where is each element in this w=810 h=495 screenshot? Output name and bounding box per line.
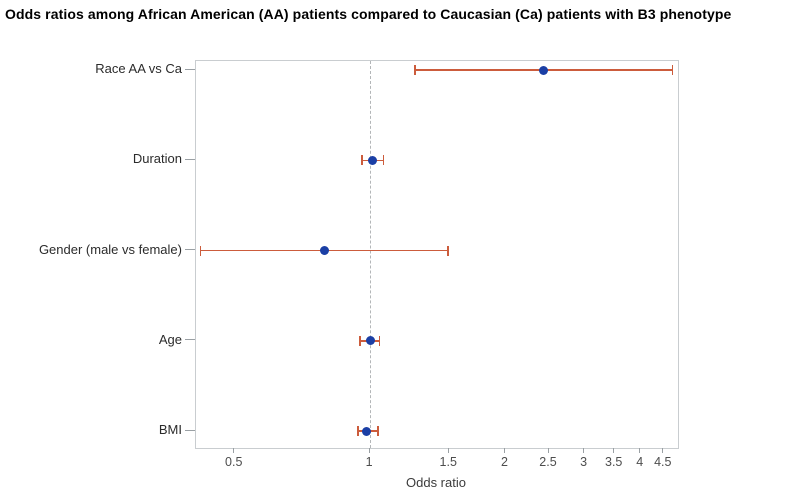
x-tick-label: 1.5 <box>439 455 457 469</box>
x-tick-label: 4.5 <box>654 455 672 469</box>
x-tick <box>503 448 505 453</box>
x-tick-label: 4 <box>636 455 644 469</box>
category-label: Duration <box>132 151 182 167</box>
ci-cap-high <box>378 335 381 346</box>
x-tick-label: 0.5 <box>225 455 243 469</box>
ci-cap-high <box>671 65 674 75</box>
y-tick <box>185 68 195 70</box>
category-label: BMI <box>158 422 182 437</box>
x-tick <box>613 448 615 453</box>
ci-cap-low <box>361 155 363 166</box>
x-tick <box>662 448 664 453</box>
y-tick <box>185 339 195 341</box>
ci-cap-high <box>447 245 449 256</box>
odds-ratio-point <box>365 336 375 346</box>
category-label: Age <box>158 331 182 347</box>
x-tick <box>447 448 449 453</box>
ci-cap-low <box>359 335 361 346</box>
odds-ratio-point <box>367 155 377 165</box>
ci-cap-low <box>414 65 416 75</box>
x-tick <box>547 448 549 453</box>
x-tick-label: 3 <box>580 455 588 469</box>
y-tick <box>185 249 195 250</box>
y-tick <box>185 158 195 160</box>
ci-cap-low <box>199 245 202 256</box>
odds-ratio-point <box>361 426 371 436</box>
x-tick <box>368 448 370 453</box>
x-tick <box>583 448 585 453</box>
category-label: Race AA vs Ca <box>95 61 182 76</box>
x-tick-label: 1 <box>365 455 373 469</box>
x-tick <box>233 448 235 453</box>
category-label: Gender (male vs female) <box>38 241 182 257</box>
x-tick <box>639 448 641 453</box>
ci-cap-low <box>357 426 359 436</box>
x-tick-label: 3.5 <box>605 455 623 469</box>
y-tick <box>185 429 195 431</box>
odds-ratio-point <box>538 65 548 75</box>
plot-area <box>195 60 679 449</box>
x-tick-label: 2 <box>500 455 508 469</box>
chart-title: Odds ratios among African American (AA) … <box>5 6 732 22</box>
odds-ratio-point <box>319 246 329 255</box>
x-tick-label: 2.5 <box>539 455 557 469</box>
reference-line <box>370 61 372 448</box>
ci-cap-high <box>377 426 379 436</box>
x-axis-title: Odds ratio <box>406 475 466 490</box>
ci-cap-high <box>382 155 385 166</box>
